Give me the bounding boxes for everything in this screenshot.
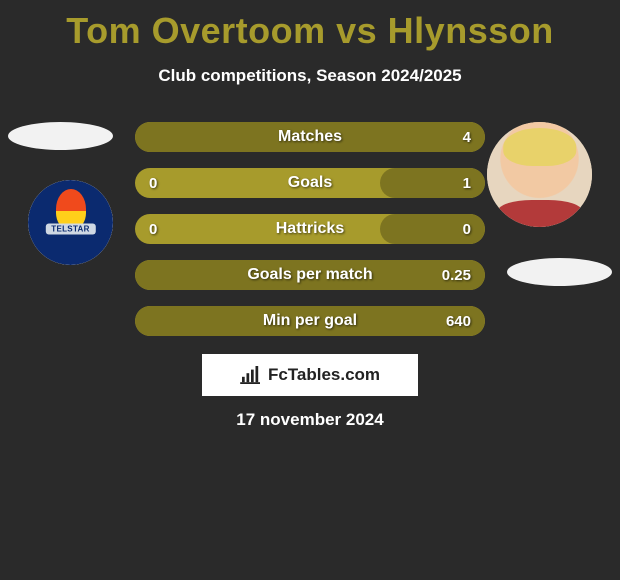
bar-chart-icon — [240, 366, 262, 384]
stat-label: Matches — [135, 122, 485, 152]
page-title: Tom Overtoom vs Hlynsson — [0, 0, 620, 52]
stat-label: Goals — [135, 168, 485, 198]
stat-right-value: 640 — [446, 306, 471, 336]
comparison-card: Tom Overtoom vs Hlynsson Club competitio… — [0, 0, 620, 580]
telstar-crest-icon: TELSTAR — [28, 180, 113, 265]
right-player-avatar — [487, 122, 592, 227]
stat-row: Matches4 — [135, 122, 485, 152]
stat-label: Min per goal — [135, 306, 485, 336]
crest-banner-text: TELSTAR — [45, 224, 95, 235]
stat-label: Hattricks — [135, 214, 485, 244]
right-ellipse-accent — [507, 258, 612, 286]
player-face-icon — [487, 122, 592, 227]
stat-right-value: 0 — [463, 214, 471, 244]
date-stamp: 17 november 2024 — [0, 410, 620, 430]
branding-text: FcTables.com — [268, 365, 380, 385]
stat-label: Goals per match — [135, 260, 485, 290]
stat-right-value: 1 — [463, 168, 471, 198]
stat-row: Goals per match0.25 — [135, 260, 485, 290]
page-subtitle: Club competitions, Season 2024/2025 — [0, 66, 620, 86]
stat-row: 0Hattricks0 — [135, 214, 485, 244]
branding-badge: FcTables.com — [202, 354, 418, 396]
stat-right-value: 0.25 — [442, 260, 471, 290]
left-ellipse-accent — [8, 122, 113, 150]
stat-row: Min per goal640 — [135, 306, 485, 336]
left-player-crest: TELSTAR — [28, 180, 113, 265]
stat-row: 0Goals1 — [135, 168, 485, 198]
stats-container: Matches40Goals10Hattricks0Goals per matc… — [135, 122, 485, 352]
stat-right-value: 4 — [463, 122, 471, 152]
